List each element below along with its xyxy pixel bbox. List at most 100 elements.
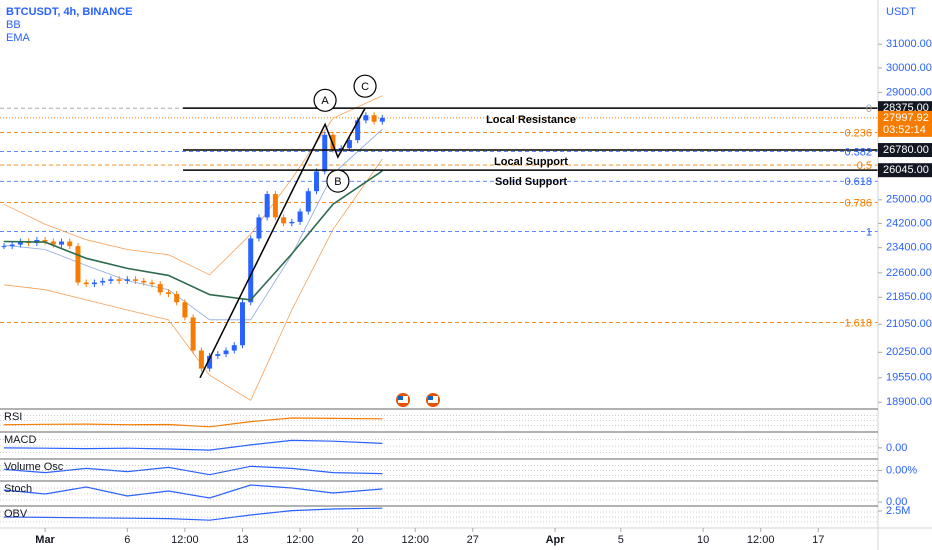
y-tick-label: 18900.00: [886, 396, 932, 408]
y-tick-label: 23400.00: [886, 242, 932, 254]
ema-line: [3, 170, 383, 301]
level-label: Local Resistance: [486, 114, 576, 126]
x-tick-label: Apr: [546, 534, 566, 546]
legend-entry: BB: [6, 19, 21, 31]
pane-line: [3, 439, 383, 451]
x-tick-label: 17: [812, 534, 824, 546]
y-tick-label: 20250.00: [886, 346, 932, 358]
x-tick-label: 12:00: [401, 534, 429, 546]
candle: [330, 134, 336, 150]
flag-icon[interactable]: [426, 393, 440, 407]
pane-label: MACD: [4, 434, 36, 446]
candle: [207, 355, 213, 369]
plot: [0, 95, 878, 521]
candle: [100, 280, 106, 283]
candle: [182, 302, 188, 318]
fib-label: 0.382: [844, 146, 872, 158]
candle: [91, 282, 97, 285]
pane-label: OBV: [4, 508, 28, 520]
price-axis: [878, 0, 932, 550]
y-tick-label: 19550.00: [886, 372, 932, 384]
candle: [124, 279, 130, 281]
candle: [9, 244, 15, 247]
fib-label: 0: [866, 103, 872, 115]
candle: [223, 350, 229, 355]
x-tick-label: 10: [697, 534, 709, 546]
candle: [289, 221, 295, 224]
x-tick-label: 12:00: [747, 534, 775, 546]
pane-label: RSI: [4, 411, 22, 423]
candle: [272, 194, 278, 218]
candle: [42, 239, 48, 242]
pattern-label: B: [334, 176, 341, 188]
y-tick-label: 21850.00: [886, 291, 932, 303]
candle: [133, 279, 139, 281]
candle: [165, 292, 171, 294]
pane-tick-label: 0.00: [886, 496, 907, 508]
pane-label: Volume Osc: [4, 461, 64, 473]
candle: [239, 302, 245, 346]
candle: [75, 246, 81, 283]
fib-label: 0.5: [857, 160, 872, 172]
candle: [141, 280, 147, 283]
y-tick-label: 31000.00: [886, 38, 932, 50]
candle: [198, 350, 204, 369]
legend-entry: EMA: [6, 32, 31, 44]
fib-label: 0.618: [844, 176, 872, 188]
candle: [281, 217, 287, 224]
pattern-line: [199, 107, 366, 379]
fib-label: 1.618: [844, 317, 872, 329]
pane-line: [3, 507, 383, 521]
pane-tick-label: 2.5M: [886, 505, 910, 517]
candle: [174, 293, 180, 303]
candle: [338, 148, 344, 150]
x-tick-label: 6: [124, 534, 130, 546]
y-tick-label: 24200.00: [886, 217, 932, 229]
candle: [50, 241, 56, 245]
candle: [264, 194, 270, 218]
candle: [108, 279, 114, 281]
fib-label: 0.236: [844, 127, 872, 139]
x-tick-label: 27: [467, 534, 479, 546]
candle: [1, 246, 7, 248]
pane-tick-label: 0.00: [886, 442, 907, 454]
candle: [346, 140, 352, 149]
candle: [314, 171, 320, 192]
x-tick-label: 12:00: [171, 534, 199, 546]
candle: [17, 241, 23, 245]
x-tick-label: 12:00: [286, 534, 314, 546]
pattern-point: [313, 88, 337, 112]
y-tick-label: 21050.00: [886, 318, 932, 330]
pattern-label: A: [321, 95, 329, 107]
y-tick-label: 29000.00: [886, 86, 932, 98]
level-label: Local Support: [494, 156, 568, 168]
candle: [190, 317, 196, 351]
candle: [297, 211, 303, 222]
candle: [116, 279, 122, 281]
pattern-label: C: [361, 81, 369, 93]
candle: [59, 241, 65, 245]
countdown-label: 03:52:14: [883, 124, 926, 136]
flag-icon[interactable]: [396, 393, 410, 407]
chart-title: BTCUSDT, 4h, BINANCE: [6, 6, 133, 18]
price-box: [878, 163, 932, 178]
last-price-label: 27997.92: [883, 112, 929, 124]
candle: [157, 284, 163, 293]
level-label: Solid Support: [495, 176, 567, 188]
y-tick-label: 22600.00: [886, 267, 932, 279]
candle: [248, 238, 254, 303]
pane-label: Stoch: [4, 483, 32, 495]
candle: [371, 115, 377, 122]
x-tick-label: Mar: [35, 534, 55, 546]
pattern-point: [326, 169, 350, 193]
candle: [67, 241, 73, 247]
candle: [355, 120, 361, 141]
x-tick-label: 20: [352, 534, 364, 546]
price-box: [878, 143, 932, 158]
candle: [322, 134, 328, 172]
fib-label: 1: [866, 226, 872, 238]
fib-label: 0.786: [844, 197, 872, 209]
x-tick-label: 13: [236, 534, 248, 546]
